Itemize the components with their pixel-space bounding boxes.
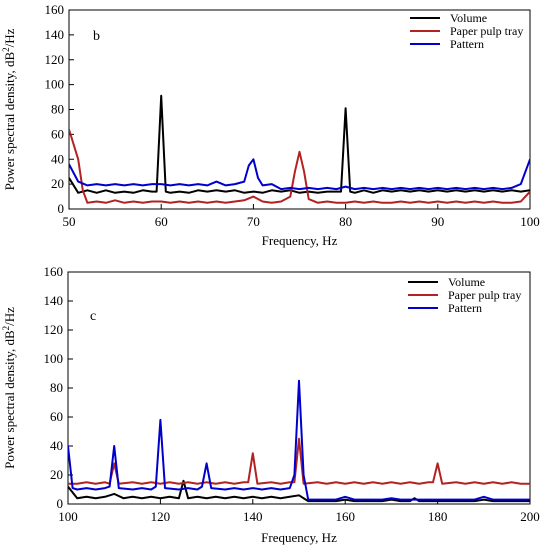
y-tick-label: 80 [51, 102, 64, 117]
y-tick-label: 0 [58, 201, 65, 216]
series-line-paper-pulp-tray [68, 437, 530, 485]
y-tick-label: 20 [50, 467, 63, 482]
panel-label: c [90, 309, 96, 324]
y-tick-label: 40 [50, 438, 63, 453]
y-tick-label: 40 [51, 151, 64, 166]
x-tick-label: 120 [151, 509, 171, 524]
series-line-volume [68, 479, 530, 503]
y-tick-label: 160 [45, 2, 65, 17]
y-tick-label: 140 [45, 27, 65, 42]
series-line-paper-pulp-tray [69, 129, 530, 204]
x-tick-label: 200 [520, 509, 540, 524]
x-tick-label: 70 [247, 214, 260, 229]
y-tick-label: 60 [50, 409, 63, 424]
legend-label: Volume [450, 11, 487, 25]
y-tick-label: 100 [45, 77, 65, 92]
y-tick-label: 120 [44, 322, 64, 337]
series-line-pattern [69, 158, 530, 191]
y-tick-label: 100 [44, 351, 64, 366]
x-tick-label: 50 [63, 214, 76, 229]
panel-label: b [93, 29, 100, 44]
legend-label: Pattern [450, 37, 484, 51]
x-tick-label: 100 [58, 509, 78, 524]
x-tick-label: 90 [431, 214, 444, 229]
x-axis-title: Frequency, Hz [261, 530, 337, 545]
legend-label: Paper pulp tray [448, 288, 521, 302]
y-axis-title: Power spectral density, dB2/Hz [1, 307, 17, 469]
y-tick-label: 120 [45, 52, 65, 67]
chart-panel-b: 0 20 40 60 80 100 120 140 160 50 60 70 80 90 100 Freque… [1, 2, 540, 248]
legend-label: Paper pulp tray [450, 24, 523, 38]
x-tick-label: 180 [428, 509, 448, 524]
series-line-pattern [68, 379, 530, 501]
y-tick-label: 160 [44, 264, 64, 279]
x-tick-label: 100 [520, 214, 540, 229]
x-tick-label: 80 [339, 214, 352, 229]
y-tick-label: 0 [57, 496, 64, 511]
series-line-volume [69, 94, 530, 194]
y-tick-label: 80 [50, 380, 63, 395]
x-axis-title: Frequency, Hz [262, 233, 338, 248]
legend-label: Volume [448, 275, 485, 289]
y-tick-label: 20 [51, 176, 64, 191]
chart-panel-c: 0 20 40 60 80 100 120 140 160 100 120 140 160 180 200 F… [1, 264, 540, 545]
y-tick-label: 60 [51, 126, 64, 141]
x-tick-label: 160 [335, 509, 355, 524]
y-tick-label: 140 [44, 293, 64, 308]
x-tick-label: 140 [243, 509, 263, 524]
legend-label: Pattern [448, 301, 482, 315]
y-axis-title: Power spectral density, dB2/Hz [1, 28, 17, 190]
x-tick-label: 60 [155, 214, 168, 229]
